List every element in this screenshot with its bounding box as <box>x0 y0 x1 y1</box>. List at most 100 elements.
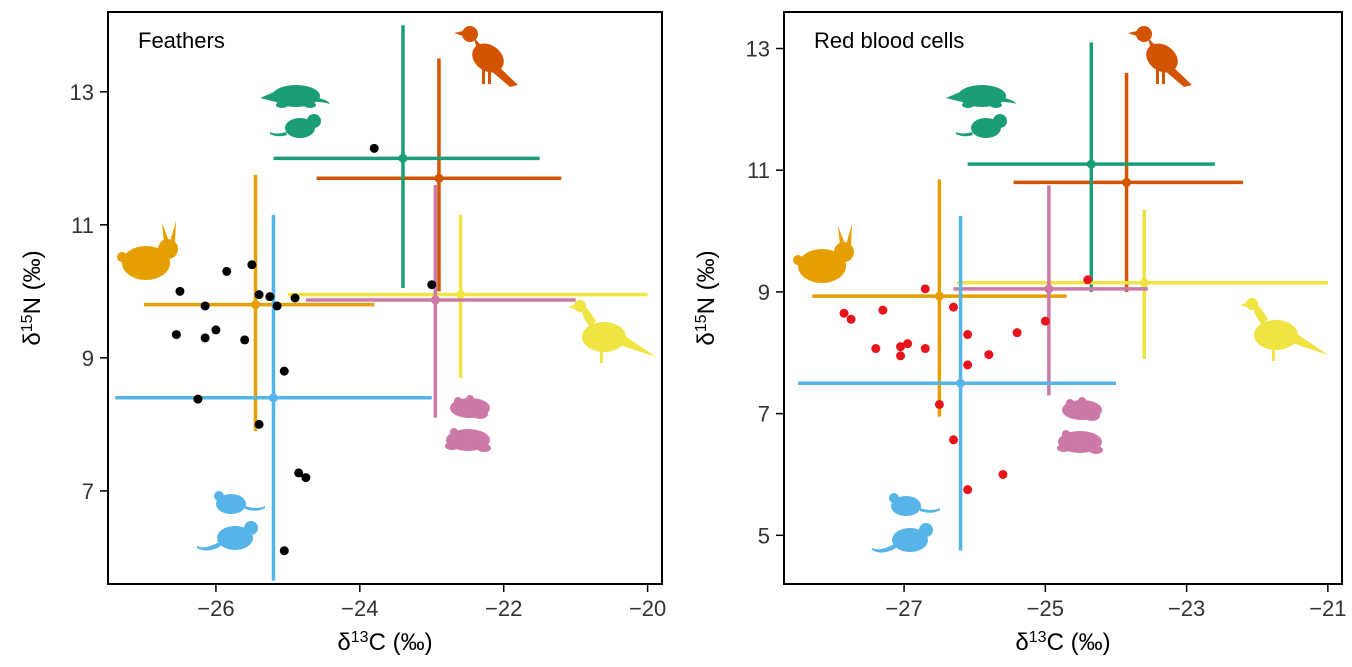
rabbit-icon <box>117 221 178 280</box>
source-rabbit-crossbar <box>143 174 375 432</box>
data-point <box>920 284 930 294</box>
pheasant-icon <box>1240 298 1328 361</box>
data-point <box>272 301 282 311</box>
y-tick-label: 9 <box>82 346 94 371</box>
source-mean-point <box>268 393 278 403</box>
source-bird-crossbar <box>316 58 562 292</box>
y-tick-label: 9 <box>758 280 770 305</box>
data-point <box>878 305 888 315</box>
data-point <box>171 330 181 340</box>
data-point <box>839 308 849 318</box>
source-mouse-crossbar <box>115 214 432 581</box>
x-tick-label: −24 <box>341 596 378 621</box>
x-tick-label: −22 <box>485 596 522 621</box>
source-frog-crossbar <box>953 185 1148 396</box>
y-axis-label: δ15N (‰) <box>19 250 47 345</box>
pheasant-icon <box>568 300 656 363</box>
y-tick-label: 5 <box>758 523 770 548</box>
y-tick-label: 11 <box>747 158 770 183</box>
mouse-icon <box>197 491 265 551</box>
frog-icon <box>445 395 491 452</box>
source-mean-point <box>250 300 260 310</box>
source-mean-point <box>1086 159 1096 169</box>
data-point <box>963 330 973 340</box>
data-point <box>896 351 906 361</box>
data-point <box>984 350 994 360</box>
data-point <box>200 301 210 311</box>
data-point <box>871 344 881 354</box>
data-point <box>175 286 185 296</box>
data-point <box>200 333 210 343</box>
y-tick-label: 7 <box>82 479 94 504</box>
y-tick-label: 7 <box>758 402 770 427</box>
y-tick-label: 11 <box>71 213 94 238</box>
bird-icon <box>454 26 518 87</box>
data-point <box>949 435 959 445</box>
data-point <box>279 366 289 376</box>
mole-vole-icon <box>946 85 1016 138</box>
source-pheasant-crossbar <box>957 209 1328 359</box>
data-point <box>1083 275 1093 285</box>
x-tick-label: −25 <box>1027 596 1064 621</box>
source-mean-point <box>1122 177 1132 187</box>
mole-vole-icon <box>260 85 330 138</box>
data-point <box>846 314 856 324</box>
data-point <box>290 293 300 303</box>
data-point <box>247 260 257 270</box>
x-axis-label: δ13C (‰) <box>337 629 432 657</box>
data-point <box>211 325 221 335</box>
plot-frame <box>783 11 1343 585</box>
data-point <box>294 468 304 478</box>
rabbit-icon <box>793 224 854 283</box>
data-point <box>222 266 232 276</box>
data-point <box>193 394 203 404</box>
source-mean-point <box>956 378 966 388</box>
mouse-icon <box>872 493 940 553</box>
source-mean-point <box>934 291 944 301</box>
data-point <box>934 399 944 409</box>
data-point <box>920 344 930 354</box>
bird-icon <box>1128 26 1192 87</box>
source-mean-point <box>398 153 408 163</box>
frog-icon <box>1057 397 1103 454</box>
data-point <box>903 339 913 349</box>
x-tick-label: −21 <box>1309 596 1346 621</box>
x-tick-label: −23 <box>1168 596 1205 621</box>
x-tick-label: −20 <box>629 596 666 621</box>
plot-frame <box>107 11 663 585</box>
data-point <box>963 485 973 495</box>
y-tick-label: 13 <box>70 80 94 105</box>
data-point <box>949 302 959 312</box>
data-point <box>1040 316 1050 326</box>
source-mole-vole-crossbar <box>967 42 1215 292</box>
data-point <box>240 335 250 345</box>
red-blood-cells-panel: Red blood cells −27 −25 −23 −21 5 7 9 11 13 δ13C (… <box>693 11 1347 657</box>
y-tick-label: 13 <box>746 37 770 62</box>
source-mean-point <box>1139 278 1149 288</box>
source-mean-point <box>434 173 444 183</box>
source-mean-point <box>430 295 440 305</box>
x-tick-label: −27 <box>885 596 922 621</box>
source-mean-point <box>456 290 466 300</box>
data-point <box>254 419 264 429</box>
y-axis-label: δ15N (‰) <box>693 250 721 345</box>
data-point <box>896 342 906 352</box>
data-point <box>279 546 289 556</box>
x-tick-label: −26 <box>197 596 234 621</box>
data-point <box>265 292 275 302</box>
data-point <box>301 473 311 483</box>
panel-title: Red blood cells <box>814 28 964 53</box>
source-frog-crossbar <box>305 184 576 418</box>
source-mouse-crossbar <box>798 215 1116 551</box>
source-rabbit-crossbar <box>812 179 1067 417</box>
source-pheasant-crossbar <box>287 214 648 378</box>
data-point <box>1012 328 1022 338</box>
data-point <box>427 280 437 290</box>
x-axis-label: δ13C (‰) <box>1015 629 1110 657</box>
source-mole-vole-crossbar <box>273 25 540 289</box>
feathers-panel: Feathers −26 −24 −22 −20 7 9 11 13 δ13C (‰) δ15N (… <box>19 11 666 657</box>
data-point <box>369 143 379 153</box>
source-mean-point <box>1044 284 1054 294</box>
data-point <box>998 469 1008 479</box>
